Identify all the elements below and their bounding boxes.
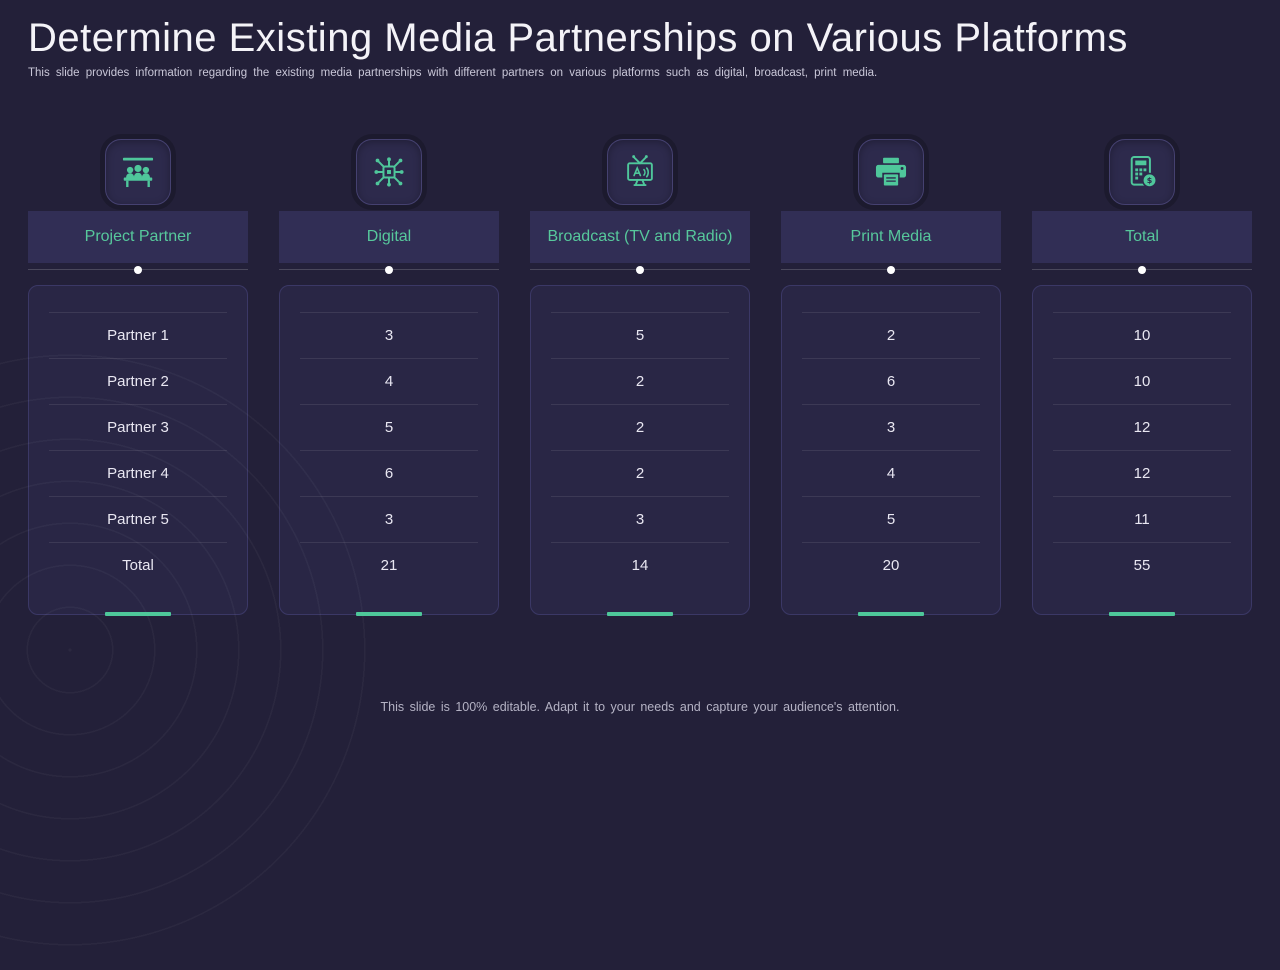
table-cell-total: 14 — [551, 542, 729, 588]
slide-subtitle: This slide provides information regardin… — [28, 67, 878, 79]
column-print-media: Print Media 2 6 3 4 5 20 — [781, 139, 1001, 616]
card-accent-underline — [607, 612, 673, 616]
column-header-label: Total — [1125, 228, 1159, 246]
timeline-marker — [781, 265, 1001, 277]
column-project-partner: Project Partner Partner 1 Partner 2 Part… — [28, 139, 248, 616]
table-cell: 3 — [300, 312, 478, 358]
table-cell: Partner 4 — [49, 450, 227, 496]
column-digital: Digital 3 4 5 6 3 21 — [279, 139, 499, 616]
marker-dot-icon — [887, 265, 895, 274]
table-cell: 11 — [1053, 496, 1231, 542]
table-cell: 3 — [551, 496, 729, 542]
card-accent-underline — [356, 612, 422, 616]
table-cell-total: 20 — [802, 542, 980, 588]
table-cell: 12 — [1053, 404, 1231, 450]
column-header-label: Project Partner — [84, 228, 192, 246]
table-cell: 2 — [551, 404, 729, 450]
table-cell-total: 21 — [300, 542, 478, 588]
table-cell: 6 — [802, 358, 980, 404]
table-cell: 3 — [300, 496, 478, 542]
printer-icon — [858, 139, 924, 205]
meeting-presentation-icon — [105, 139, 171, 205]
table-cell: 6 — [300, 450, 478, 496]
table-cell: 4 — [802, 450, 980, 496]
table-cell: 5 — [300, 404, 478, 450]
slide-footer: This slide is 100% editable. Adapt it to… — [380, 700, 900, 714]
timeline-marker — [530, 265, 750, 277]
table-cell: Partner 1 — [49, 312, 227, 358]
marker-dot-icon — [385, 265, 393, 274]
timeline-marker — [1032, 265, 1252, 277]
data-card-total: 10 10 12 12 11 55 — [1032, 285, 1252, 615]
table-cell: 4 — [300, 358, 478, 404]
table-cell: Partner 5 — [49, 496, 227, 542]
table-cell: 5 — [802, 496, 980, 542]
table-cell: 10 — [1053, 358, 1231, 404]
column-total: $ Total 10 10 12 12 11 55 — [1032, 139, 1252, 616]
column-header-label: Digital — [366, 228, 412, 246]
column-broadcast: Broadcast (TV and Radio) 5 2 2 2 3 14 — [530, 139, 750, 616]
column-header-digital: Digital — [279, 211, 499, 263]
data-card-print-media: 2 6 3 4 5 20 — [781, 285, 1001, 615]
partnership-table: Project Partner Partner 1 Partner 2 Part… — [0, 139, 1280, 616]
table-cell-total: 55 — [1053, 542, 1231, 588]
card-accent-underline — [858, 612, 924, 616]
table-cell-total: Total — [49, 542, 227, 588]
column-header-broadcast: Broadcast (TV and Radio) — [530, 211, 750, 263]
table-cell: 12 — [1053, 450, 1231, 496]
svg-text:$: $ — [1147, 176, 1153, 185]
column-header-total: Total — [1032, 211, 1252, 263]
column-header-label: Print Media — [850, 228, 932, 246]
marker-dot-icon — [1138, 265, 1146, 274]
table-cell: 2 — [551, 358, 729, 404]
table-cell: Partner 3 — [49, 404, 227, 450]
page-title: Determine Existing Media Partnerships on… — [28, 16, 1128, 60]
timeline-marker — [279, 265, 499, 277]
table-cell: 2 — [802, 312, 980, 358]
card-accent-underline — [105, 612, 171, 616]
timeline-marker — [28, 265, 248, 277]
broadcast-tv-icon — [607, 139, 673, 205]
table-cell: 5 — [551, 312, 729, 358]
column-header-project-partner: Project Partner — [28, 211, 248, 263]
column-header-label: Broadcast (TV and Radio) — [547, 228, 733, 246]
card-accent-underline — [1109, 612, 1175, 616]
table-cell: Partner 2 — [49, 358, 227, 404]
data-card-project-partner: Partner 1 Partner 2 Partner 3 Partner 4 … — [28, 285, 248, 615]
marker-dot-icon — [636, 265, 644, 274]
table-cell: 2 — [551, 450, 729, 496]
table-cell: 10 — [1053, 312, 1231, 358]
data-card-broadcast: 5 2 2 2 3 14 — [530, 285, 750, 615]
column-header-print-media: Print Media — [781, 211, 1001, 263]
table-cell: 3 — [802, 404, 980, 450]
digital-network-icon — [356, 139, 422, 205]
data-card-digital: 3 4 5 6 3 21 — [279, 285, 499, 615]
calculator-coin-icon: $ — [1109, 139, 1175, 205]
marker-dot-icon — [134, 265, 142, 274]
